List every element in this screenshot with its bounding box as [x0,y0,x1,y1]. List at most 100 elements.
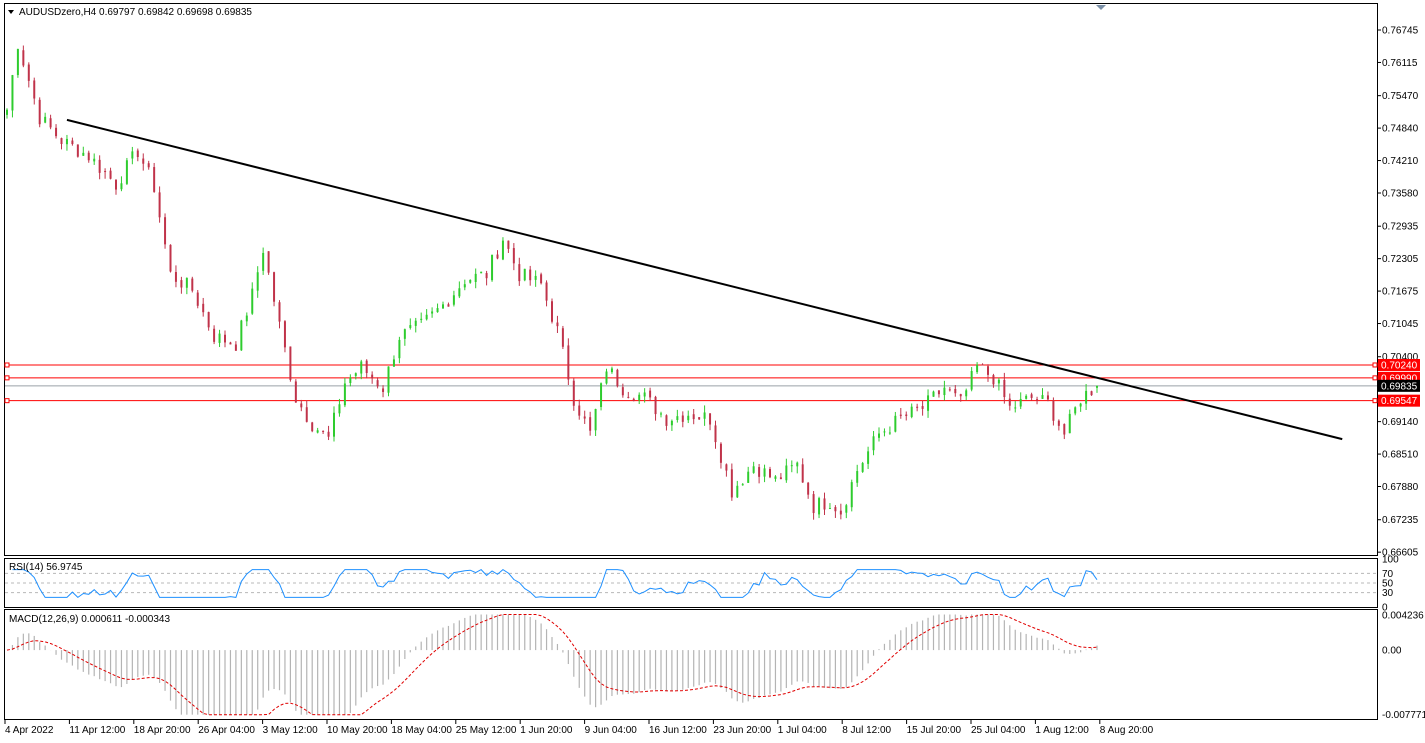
candle-body [507,240,510,249]
candle-body [158,192,161,218]
price-level-tag-label: 0.70240 [1381,360,1418,371]
candle-body [376,380,379,387]
candle-body [1003,379,1006,398]
candle-body [638,394,641,401]
candle-body [213,328,216,342]
candle-body [872,436,875,451]
candle-body [790,465,793,467]
candle-body [420,318,423,320]
candle-body [561,328,564,347]
candle-body [267,251,270,273]
candle-body [218,333,221,343]
candle-body [540,274,543,284]
candle-body [981,364,984,366]
candle-body [11,75,14,111]
time-tick-label: 23 Jun 20:00 [713,725,771,736]
candle-body [16,48,19,76]
candle-body [371,374,374,379]
price-tick-label: 0.70400 [1382,352,1419,363]
level-handle-left[interactable] [4,375,10,381]
candle-body [202,303,205,313]
candle-body [763,468,766,477]
time-tick-label: 8 Jul 12:00 [842,725,891,736]
candle-body [567,345,570,380]
level-handle-right[interactable] [1372,398,1378,404]
price-level-tag [1378,394,1420,407]
candle-body [338,404,341,414]
candle-body [289,346,292,380]
candle-body [273,272,276,302]
candle-body [687,415,690,421]
candle-body [44,116,47,123]
candle-body [120,183,123,190]
macd-tick-label: -0.007771 [1382,710,1425,721]
candle-body [992,375,995,385]
symbol-dropdown-icon[interactable] [8,10,14,14]
macd-title: MACD(12,26,9) 0.000611 -0.000343 [9,614,170,625]
price-tick-label: 0.68510 [1382,450,1419,461]
candle-body [1057,420,1060,426]
candle-body [769,468,771,478]
candle-body [1052,400,1055,421]
rsi-tick-label: 70 [1382,569,1394,580]
candle-body [343,383,346,406]
candle-body [251,288,254,314]
price-tick-label: 0.69140 [1382,417,1419,428]
candle-body [1025,395,1028,399]
price-tick-label: 0.66605 [1382,548,1419,559]
candles-layer [6,45,1098,520]
macd-panel[interactable] [4,609,1378,720]
time-tick-label: 9 Jun 04:00 [585,725,638,736]
candle-body [93,158,96,162]
candle-body [229,342,232,345]
candle-body [496,254,499,259]
candle-body [785,465,788,481]
level-handle-left[interactable] [4,398,10,404]
candle-body [365,360,368,374]
candle-body [153,167,156,192]
candle-body [71,140,74,145]
candle-body [512,248,515,264]
trendline[interactable] [66,118,1343,441]
trendline-layer[interactable] [66,118,1343,441]
candle-body [1090,391,1093,396]
candle-body [850,482,853,508]
level-handle-right[interactable] [1372,375,1378,381]
rsi-line [12,568,1098,599]
candle-body [605,371,608,384]
candle-body [823,498,826,510]
candle-body [322,430,325,432]
macd-tick-label: 0.00 [1382,646,1402,657]
candle-body [954,388,957,394]
candle-body [436,308,439,313]
candle-body [948,389,951,391]
candle-body [387,366,390,393]
candle-body [719,443,722,463]
candle-body [698,417,701,420]
candle-body [403,329,406,339]
candle-body [452,295,455,305]
time-tick-label: 3 May 12:00 [263,725,318,736]
level-handle-right[interactable] [1372,362,1378,368]
candle-body [469,279,472,283]
candle-body [616,369,619,387]
candle-body [1014,407,1017,409]
candle-body [916,406,919,408]
candle-body [600,383,603,408]
candle-body [801,464,804,483]
candle-body [392,359,395,367]
main-chart-panel[interactable] [4,3,1378,556]
price-level-tag [1378,358,1420,371]
candle-body [191,278,194,291]
shift-marker-icon[interactable] [1096,5,1106,10]
macd-tick-label: 0.004236 [1382,611,1424,622]
candle-body [959,394,962,397]
time-tick-label: 18 Apr 20:00 [134,725,191,736]
candle-body [491,254,494,281]
candle-body [976,364,979,373]
time-tick-label: 25 May 12:00 [456,725,517,736]
candle-body [1096,385,1098,388]
level-handle-left[interactable] [4,362,10,368]
